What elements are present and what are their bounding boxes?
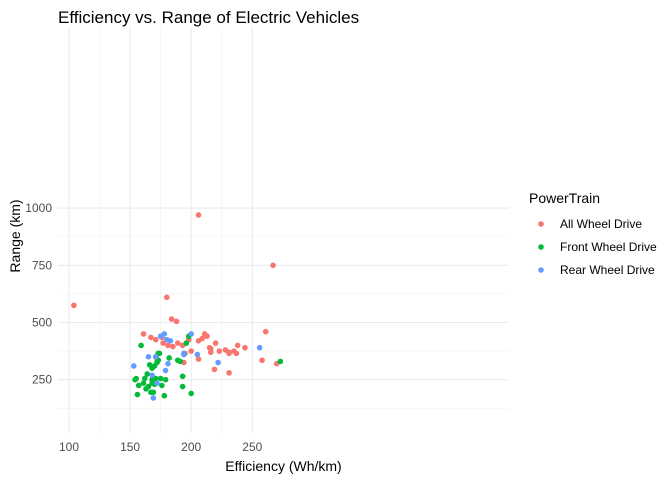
data-point [212, 340, 219, 346]
y-tick-label: 500 [32, 316, 52, 330]
data-point [181, 351, 187, 358]
data-point [277, 358, 284, 365]
data-point [234, 342, 241, 349]
data-point [71, 302, 77, 309]
plot-grid [58, 27, 509, 433]
y-tick-label: 1000 [25, 201, 52, 215]
data-point [183, 340, 190, 346]
data-point [135, 382, 142, 389]
data-point [162, 367, 169, 374]
data-point [233, 350, 240, 357]
data-point [207, 349, 214, 356]
data-point [157, 375, 164, 382]
data-point [154, 380, 160, 386]
legend-label: All Wheel Drive [560, 217, 642, 231]
data-point [270, 262, 276, 269]
data-point [165, 342, 171, 349]
data-point [133, 375, 140, 382]
data-point [195, 356, 202, 362]
data-point [138, 342, 144, 349]
data-point [145, 354, 152, 360]
data-points [71, 212, 284, 401]
y-axis-title: Range (km) [7, 199, 23, 272]
data-point [152, 354, 159, 360]
data-point [168, 316, 175, 322]
data-point [226, 350, 232, 357]
x-tick-label: 250 [242, 440, 262, 454]
data-point [173, 318, 180, 325]
data-point [170, 343, 176, 350]
data-point [256, 344, 263, 351]
y-tick-label: 250 [32, 373, 52, 387]
data-point [150, 395, 157, 401]
x-tick-label: 200 [181, 440, 201, 454]
data-point [215, 359, 221, 366]
data-point [199, 335, 205, 342]
chart-title: Efficiency vs. Range of Electric Vehicle… [58, 8, 359, 27]
data-point [159, 382, 165, 389]
data-point [179, 373, 186, 380]
data-point [140, 331, 147, 337]
data-point [161, 392, 168, 399]
x-tick-label: 150 [120, 440, 140, 454]
data-point [204, 333, 210, 340]
data-point [148, 334, 154, 341]
data-point [149, 372, 155, 378]
axis-ticks: 100 150 200 250 250 500 750 1000 [25, 201, 262, 454]
data-point [211, 366, 218, 373]
legend-key [538, 221, 544, 227]
x-tick-label: 100 [59, 440, 79, 454]
data-point [179, 383, 186, 390]
data-point [242, 344, 248, 351]
x-axis-title: Efficiency (Wh/km) [225, 458, 341, 474]
data-point [161, 331, 168, 337]
data-point [163, 294, 170, 301]
legend-label: Front Wheel Drive [560, 240, 657, 254]
data-point [165, 360, 171, 367]
legend-label: Rear Wheel Drive [560, 263, 655, 277]
data-point [166, 355, 173, 361]
data-point [134, 391, 141, 398]
data-point [145, 383, 152, 390]
data-point [152, 375, 159, 382]
data-point [167, 338, 174, 344]
data-point [195, 212, 202, 218]
data-point [162, 376, 169, 383]
data-point [152, 336, 159, 343]
data-point [130, 363, 137, 369]
data-point [259, 357, 265, 364]
data-point [194, 351, 201, 358]
data-point [188, 348, 194, 354]
data-point [156, 350, 163, 357]
legend-key [538, 244, 544, 250]
legend-key [538, 267, 544, 273]
data-point [177, 358, 184, 365]
data-point [226, 370, 232, 376]
data-point [144, 371, 151, 377]
data-point [262, 328, 269, 335]
y-tick-label: 750 [32, 258, 52, 272]
data-point [174, 340, 181, 346]
legend: PowerTrain All Wheel Drive Front Wheel Dr… [529, 190, 657, 277]
data-point [216, 348, 223, 354]
data-point [140, 380, 147, 386]
data-point [188, 331, 194, 337]
data-point [188, 390, 194, 397]
legend-title: PowerTrain [529, 190, 600, 206]
data-point [150, 389, 157, 396]
data-point [160, 340, 166, 346]
data-point [141, 375, 148, 382]
